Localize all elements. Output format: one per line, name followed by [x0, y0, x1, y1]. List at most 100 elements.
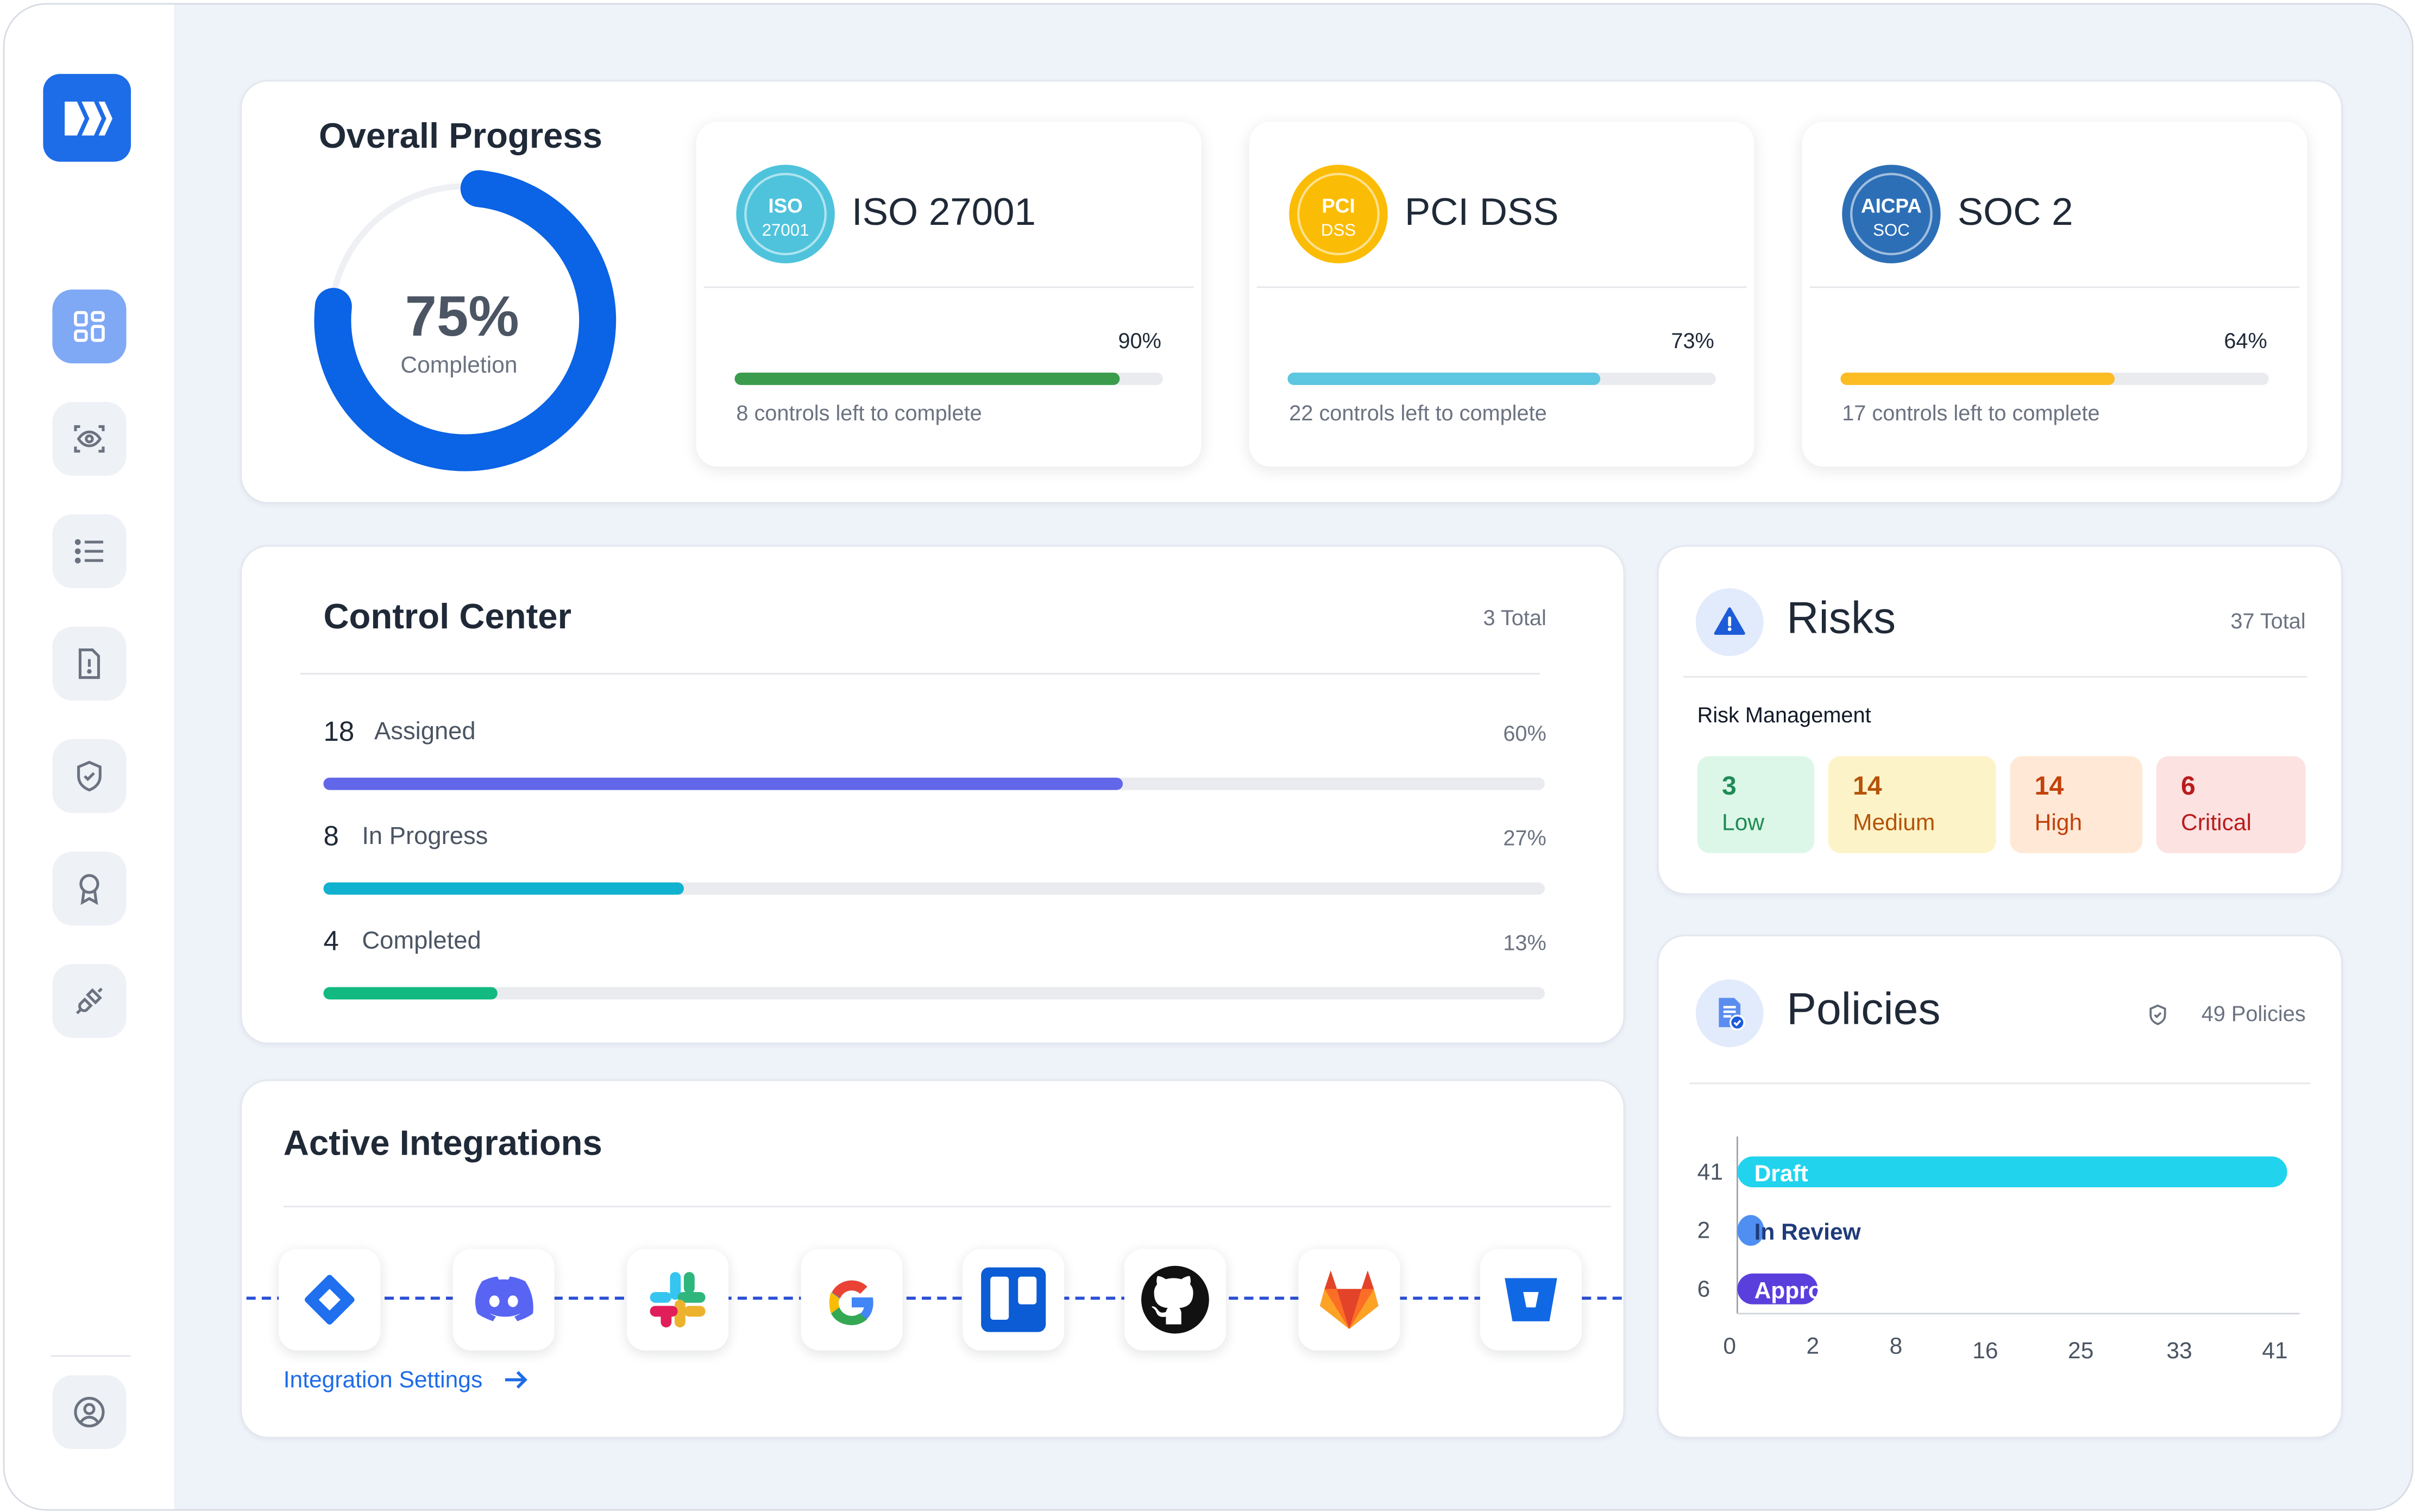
- divider: [283, 1206, 1611, 1207]
- x-tick-label: 16: [1972, 1338, 1998, 1364]
- github-icon: [1141, 1265, 1209, 1334]
- framework-progress-bar: [734, 373, 1163, 385]
- integration-bitbucket[interactable]: [1480, 1249, 1582, 1351]
- slack-icon: [650, 1272, 706, 1328]
- risk-level-low[interactable]: 3 Low: [1697, 756, 1815, 853]
- control-center-title: Control Center: [323, 596, 571, 637]
- integration-slack[interactable]: [627, 1249, 729, 1351]
- risk-level-high[interactable]: 14 High: [2010, 756, 2143, 853]
- framework-logo-text: DSS: [1321, 220, 1356, 240]
- risk-label: Critical: [2181, 810, 2252, 836]
- control-progress-bar: [323, 882, 1545, 895]
- control-percent: 27%: [1503, 825, 1546, 850]
- integration-github[interactable]: [1124, 1249, 1227, 1351]
- framework-percent: 90%: [1118, 327, 1161, 353]
- control-progress-fill: [323, 882, 684, 895]
- completion-label: Completion: [400, 352, 517, 378]
- x-tick-label: 2: [1807, 1333, 1820, 1359]
- jira-icon: [305, 1275, 355, 1325]
- policy-bar-approved[interactable]: [1737, 1273, 1818, 1305]
- sidebar-item-list[interactable]: [52, 514, 127, 589]
- divider: [1689, 1082, 2311, 1085]
- x-tick-label: 33: [2167, 1338, 2192, 1364]
- control-percent: 60%: [1503, 720, 1546, 746]
- integration-google[interactable]: [801, 1249, 903, 1351]
- framework-progress-bar: [1287, 373, 1716, 385]
- logo-icon: [64, 100, 112, 135]
- policies-count: 49 Policies: [2201, 1001, 2306, 1026]
- control-progress-fill: [323, 777, 1124, 790]
- framework-controls-left: 22 controls left to complete: [1289, 400, 1547, 425]
- brand-logo[interactable]: [43, 74, 131, 162]
- divider: [1683, 676, 2307, 678]
- sidebar-item-certifications[interactable]: [52, 852, 127, 926]
- divider: [1809, 286, 2300, 288]
- completion-donut: 75% Completion: [314, 169, 617, 471]
- risk-level-medium[interactable]: 14 Medium: [1828, 756, 1996, 853]
- framework-percent: 73%: [1671, 327, 1714, 353]
- sidebar-item-profile[interactable]: [52, 1375, 127, 1450]
- plug-icon: [76, 987, 103, 1015]
- integration-settings-label: Integration Settings: [283, 1367, 483, 1394]
- integration-jira[interactable]: [279, 1249, 381, 1351]
- framework-card[interactable]: ISO 27001 ISO 27001 90% 8 controls left to c…: [696, 122, 1202, 467]
- framework-card[interactable]: PCI DSS PCI DSS 73% 22 controls left to comp…: [1249, 122, 1754, 467]
- google-icon: [829, 1280, 873, 1325]
- control-percent: 13%: [1503, 930, 1546, 955]
- policies-badge: [1695, 979, 1764, 1048]
- integration-trello[interactable]: [963, 1249, 1065, 1351]
- policies-bar-chart: Draft 41 In Review 2 Approved 6 0 2 8 16 25 33 41: [1697, 1136, 2300, 1364]
- control-progress-bar: [323, 987, 1545, 1000]
- divider: [1256, 286, 1747, 288]
- framework-logo-text: SOC: [1873, 220, 1910, 240]
- integration-settings-link[interactable]: Integration Settings: [284, 1368, 529, 1394]
- sidebar-item-integrations[interactable]: [52, 963, 127, 1038]
- divider: [703, 286, 1194, 288]
- completion-percent: 75%: [405, 285, 519, 348]
- framework-logo-icon: AICPA SOC: [1842, 165, 1941, 263]
- integration-discord[interactable]: [452, 1249, 555, 1351]
- control-label: Assigned: [374, 719, 476, 746]
- risks-total: 37 Total: [2230, 608, 2306, 633]
- framework-logo-icon: ISO 27001: [736, 165, 835, 263]
- risk-label: High: [2034, 810, 2083, 836]
- arrow-right-icon: [506, 1371, 529, 1389]
- policies-title: Policies: [1787, 985, 1941, 1035]
- framework-controls-left: 8 controls left to complete: [736, 400, 982, 425]
- gitlab-icon: [1319, 1270, 1379, 1330]
- warning-icon: [1714, 607, 1745, 635]
- framework-progress-fill: [1287, 373, 1600, 385]
- framework-logo-text: ISO: [768, 194, 803, 217]
- framework-card[interactable]: AICPA SOC SOC 2 64% 17 controls left to comp…: [1802, 122, 2307, 467]
- discord-icon: [475, 1276, 533, 1321]
- sidebar-item-alerts[interactable]: [52, 627, 127, 701]
- bitbucket-icon: [1505, 1278, 1557, 1321]
- control-count: 4: [323, 925, 339, 956]
- sidebar-item-dashboard[interactable]: [52, 289, 127, 364]
- divider: [300, 673, 1540, 675]
- risks-badge: [1695, 588, 1764, 656]
- sidebar-divider: [51, 1355, 131, 1357]
- dashboard-icon: [74, 311, 105, 342]
- risk-count: 3: [1722, 771, 1737, 801]
- sidebar-item-security[interactable]: [52, 739, 127, 814]
- sidebar-item-monitoring[interactable]: [52, 402, 127, 476]
- policy-value-label: 2: [1697, 1218, 1710, 1244]
- sidebar: [4, 4, 174, 1509]
- risk-level-critical[interactable]: 6 Critical: [2156, 756, 2306, 853]
- policy-bar-in-review[interactable]: [1737, 1215, 1764, 1246]
- framework-name: SOC 2: [1957, 191, 2073, 234]
- x-tick-label: 8: [1890, 1333, 1903, 1359]
- trello-icon: [981, 1267, 1046, 1332]
- integration-gitlab[interactable]: [1298, 1249, 1400, 1351]
- framework-percent: 64%: [2224, 327, 2267, 353]
- risk-label: Low: [1722, 810, 1765, 836]
- x-tick-label: 0: [1723, 1333, 1736, 1359]
- control-label: In Progress: [362, 823, 488, 850]
- framework-logo-text: PCI: [1322, 194, 1355, 217]
- framework-progress-fill: [734, 373, 1120, 385]
- risk-count: 6: [2181, 771, 2196, 801]
- eye-scan-icon: [74, 425, 105, 453]
- policy-bar-draft[interactable]: [1737, 1156, 2287, 1188]
- control-progress-fill: [323, 987, 497, 1000]
